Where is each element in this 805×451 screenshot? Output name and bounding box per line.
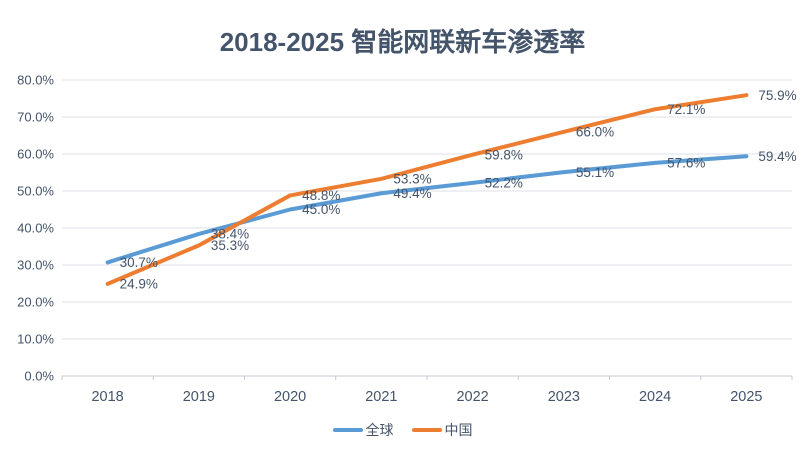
chart-title: 2018-2025 智能网联新车渗透率: [219, 27, 586, 57]
data-label-china: 35.3%: [211, 238, 249, 253]
x-axis-label: 2024: [639, 389, 671, 405]
x-axis-label: 2023: [548, 389, 580, 405]
data-label-global: 49.4%: [393, 186, 431, 201]
data-label-global: 59.4%: [758, 149, 796, 164]
legend-line-swatch-china: [411, 428, 442, 432]
x-axis-label: 2021: [365, 389, 397, 405]
x-axis-label: 2022: [456, 389, 488, 405]
y-axis-label: 20.0%: [17, 295, 54, 310]
data-label-global: 30.7%: [120, 255, 158, 270]
y-axis-label: 0.0%: [24, 369, 54, 384]
y-axis-label: 60.0%: [17, 147, 54, 162]
y-axis-label: 10.0%: [17, 332, 54, 347]
data-label-china: 72.1%: [667, 102, 705, 117]
data-label-global: 38.4%: [211, 227, 249, 242]
data-label-china: 53.3%: [393, 171, 431, 186]
legend-label-china: 中国: [444, 422, 473, 438]
y-axis-label: 70.0%: [17, 110, 54, 125]
series-line-china: [105, 93, 749, 286]
x-axis-label: 2019: [183, 389, 215, 405]
data-label-global: 55.1%: [576, 165, 614, 180]
y-axis-label: 40.0%: [17, 221, 54, 236]
data-label-china: 66.0%: [576, 125, 614, 140]
data-label-global: 45.0%: [302, 202, 340, 217]
x-axis-label: 2020: [274, 389, 306, 405]
x-axis-label: 2018: [91, 389, 123, 405]
y-axis-label: 80.0%: [17, 73, 54, 88]
series-line-global: [105, 154, 749, 265]
data-label-global: 52.2%: [485, 176, 523, 191]
legend-label-global: 全球: [365, 422, 394, 438]
data-label-global: 57.6%: [667, 156, 705, 171]
y-axis-label: 50.0%: [17, 184, 54, 199]
data-label-china: 59.8%: [485, 147, 523, 162]
data-label-china: 24.9%: [120, 277, 158, 292]
legend-item-china: 中国: [411, 420, 473, 440]
data-label-china: 75.9%: [758, 88, 796, 103]
chart-legend: 全球 中国: [0, 420, 805, 440]
y-axis-label: 30.0%: [17, 258, 54, 273]
legend-line-swatch-global: [332, 428, 363, 432]
x-axis-label: 2025: [730, 389, 762, 405]
data-label-china: 48.8%: [302, 188, 340, 203]
legend-item-global: 全球: [332, 420, 394, 440]
